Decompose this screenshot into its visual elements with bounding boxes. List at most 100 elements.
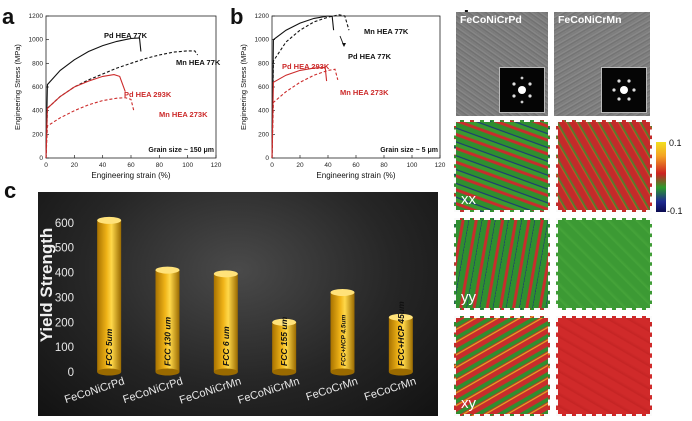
bar-label: FCC+HCP 4.5um bbox=[341, 315, 348, 366]
y-tick-label: 400 bbox=[55, 268, 74, 280]
y-tick-label: 600 bbox=[55, 218, 74, 230]
arrow-head-icon bbox=[342, 43, 346, 47]
bar-top bbox=[155, 266, 180, 274]
fft-inset-icon bbox=[499, 67, 545, 113]
bar bbox=[97, 220, 122, 372]
panel-letter-c: c bbox=[4, 178, 17, 203]
strain-map-xx-pd: xx bbox=[454, 120, 550, 212]
panel-letter-b: b bbox=[230, 4, 244, 29]
y-axis-label: Engineering Stress (MPa) bbox=[13, 44, 22, 130]
map-label-xy: xy bbox=[461, 395, 476, 412]
y-axis-label: Yield Strength bbox=[38, 228, 56, 343]
strain-map-xx-mn bbox=[556, 120, 652, 212]
y-tick-label: 1000 bbox=[29, 37, 44, 44]
bar-base bbox=[272, 368, 297, 376]
x-tick-label: 80 bbox=[380, 162, 388, 169]
y-tick-label: 200 bbox=[32, 131, 43, 138]
x-tick-label: 100 bbox=[407, 162, 418, 169]
bar-base bbox=[330, 368, 355, 376]
series-label: Mn HEA 77K bbox=[176, 58, 221, 67]
bar-label: FCC 5um bbox=[104, 328, 114, 366]
series-label: Mn HEA 273K bbox=[159, 110, 208, 119]
series-line bbox=[45, 97, 135, 159]
stress-strain-chart-b: 0 20 40 60 80 100 120020040060080010001200Engi… bbox=[239, 13, 446, 180]
series-line bbox=[45, 74, 126, 159]
x-category-label: FeCoCrMn bbox=[363, 375, 418, 403]
x-tick-label: 80 bbox=[156, 162, 164, 169]
y-tick-label: 0 bbox=[265, 155, 269, 162]
strain-map-panel: FeCoNiCrPd FeCoNiCrMn xx yy bbox=[448, 12, 692, 418]
y-tick-label: 1000 bbox=[255, 37, 270, 44]
series-label: Pd HEA 77K bbox=[104, 31, 148, 40]
x-category-label: FeCoNiCrPd bbox=[121, 375, 184, 406]
series-label: Pd HEA 293K bbox=[124, 90, 172, 99]
bar-label: FCC+HCP 45um bbox=[396, 301, 406, 366]
tem-title-fecoincrpd: FeCoNiCrPd bbox=[460, 14, 522, 26]
colorbar-max-label: 0.1 bbox=[669, 138, 682, 148]
y-tick-label: 400 bbox=[258, 108, 269, 115]
bar bbox=[388, 317, 413, 372]
series-label: Mn HEA 77K bbox=[364, 27, 409, 36]
x-category-label: FeCoCrMn bbox=[305, 375, 360, 403]
tem-title-fecoincrmn: FeCoNiCrMn bbox=[558, 14, 622, 26]
plot-frame bbox=[271, 15, 441, 159]
y-tick-label: 1200 bbox=[29, 13, 44, 20]
y-tick-label: 1200 bbox=[255, 13, 270, 20]
strain-map-yy-mn bbox=[556, 218, 652, 310]
series-line bbox=[45, 50, 199, 159]
x-tick-label: 60 bbox=[352, 162, 360, 169]
bar-label: FCC 6 um bbox=[221, 326, 231, 366]
strain-map-xy-pd: xy bbox=[454, 316, 550, 416]
y-tick-label: 600 bbox=[32, 84, 43, 91]
strain-map-yy-pd: yy bbox=[454, 218, 550, 310]
colorbar-min-label: -0.1 bbox=[667, 206, 683, 216]
y-tick-label: 0 bbox=[39, 155, 43, 162]
y-tick-label: 600 bbox=[258, 84, 269, 91]
tem-image-fecoincrmn: FeCoNiCrMn bbox=[554, 12, 650, 116]
colorbar bbox=[656, 142, 666, 212]
x-tick-label: 20 bbox=[71, 162, 79, 169]
y-tick-label: 800 bbox=[258, 60, 269, 67]
series-line bbox=[271, 15, 335, 159]
series-label: Pd HEA 77K bbox=[348, 52, 392, 61]
x-tick-label: 20 bbox=[296, 162, 304, 169]
bar-top bbox=[330, 288, 355, 296]
yield-strength-panel: 0 100 200 300 400 500 600 Yield Strength FCC 5um… bbox=[37, 192, 438, 416]
x-axis-label: Engineering strain (%) bbox=[91, 171, 170, 180]
x-tick-label: 100 bbox=[182, 162, 193, 169]
panel-letter-a: a bbox=[2, 4, 15, 29]
x-tick-label: 0 bbox=[270, 162, 274, 169]
grain-size-annotation: Grain size ~ 5 μm bbox=[380, 147, 438, 154]
bar bbox=[155, 270, 180, 372]
bar-label: FCC 130 um bbox=[163, 316, 173, 366]
bar bbox=[272, 322, 297, 372]
strain-map-xy-mn bbox=[556, 316, 652, 416]
tem-image-fecoincrpd: FeCoNiCrPd bbox=[456, 12, 548, 116]
series-label: Mn HEA 273K bbox=[340, 88, 389, 97]
y-tick-label: 400 bbox=[32, 108, 43, 115]
bar-base bbox=[388, 368, 413, 376]
x-tick-label: 0 bbox=[44, 162, 48, 169]
grain-size-annotation: Grain size ~ 150 μm bbox=[148, 147, 214, 154]
bar-base bbox=[213, 368, 238, 376]
y-tick-label: 300 bbox=[55, 292, 74, 304]
x-tick-label: 120 bbox=[211, 162, 222, 169]
bar bbox=[330, 292, 355, 372]
series-label: Pd HEA 293K bbox=[282, 62, 330, 71]
y-tick-label: 200 bbox=[258, 131, 269, 138]
bar bbox=[213, 273, 238, 372]
bar-top bbox=[97, 216, 122, 224]
bar-base bbox=[97, 368, 122, 376]
y-tick-label: 800 bbox=[32, 60, 43, 67]
x-tick-label: 40 bbox=[324, 162, 332, 169]
series-line bbox=[271, 14, 350, 159]
y-tick-label: 0 bbox=[68, 367, 74, 379]
y-axis-label: Engineering Stress (MPa) bbox=[239, 44, 248, 130]
x-axis-label: Engineering strain (%) bbox=[316, 171, 395, 180]
x-tick-label: 120 bbox=[435, 162, 446, 169]
bar-label: FCC 155 um bbox=[279, 316, 289, 366]
series-line bbox=[271, 68, 339, 159]
x-category-label: FeCoNiCrPd bbox=[63, 375, 126, 406]
map-label-xx: xx bbox=[461, 191, 476, 208]
